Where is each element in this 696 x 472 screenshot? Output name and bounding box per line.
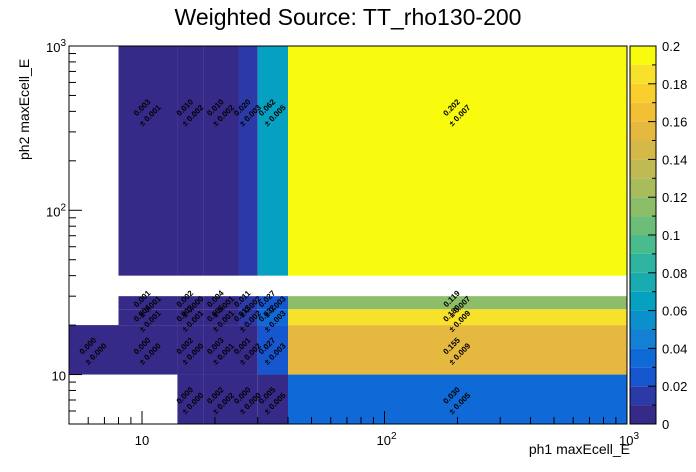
colorbar-segment [630, 329, 656, 349]
heatmap-cell [238, 296, 258, 310]
heatmap-cell [287, 309, 627, 326]
colorbar-segment [630, 83, 656, 103]
heatmap-cell [177, 325, 204, 375]
x-tick-label: 10 [135, 433, 149, 448]
colorbar-segment [630, 235, 656, 254]
colorbar-segment [630, 367, 656, 387]
heatmap-cell [238, 309, 258, 326]
colorbar-tick-label: 0.08 [662, 266, 687, 281]
heatmap-cell [177, 374, 204, 424]
colorbar-segment [630, 216, 656, 235]
heatmap-cell [203, 374, 239, 424]
colorbar-segment [630, 64, 656, 84]
colorbar-tick-label: 0.18 [662, 77, 687, 92]
heatmap-cell [287, 296, 627, 310]
heatmap-cell [203, 46, 239, 276]
heatmap-cell [203, 309, 239, 326]
heatmap-cell [238, 46, 258, 276]
colorbar-segment [630, 253, 656, 273]
heatmap-cell [177, 296, 204, 310]
colorbar-segment [630, 140, 656, 160]
heatmap-cell [287, 46, 627, 276]
heatmap-cell [118, 296, 178, 310]
colorbar-tick-label: 0.1 [662, 228, 680, 243]
heatmap-cell [287, 325, 627, 375]
colorbar-tick-label: 0.14 [662, 152, 687, 167]
heatmap-cell [257, 374, 288, 424]
y-tick-label: 103 [46, 38, 66, 55]
heatmap-cell [118, 309, 178, 326]
heatmap-cell [257, 46, 288, 276]
colorbar-segment [630, 405, 656, 424]
colorbar-segment [630, 310, 656, 330]
heatmap-cell [257, 309, 288, 326]
heatmap-cell [177, 309, 204, 326]
heatmap-cell [287, 374, 627, 424]
colorbar-tick-label: 0.02 [662, 379, 687, 394]
heatmap-cell [238, 325, 258, 375]
heatmap-cell [238, 374, 258, 424]
y-tick-label: 102 [46, 202, 66, 219]
x-axis-label: ph1 maxEcell_E [528, 441, 630, 457]
colorbar-segment [630, 178, 656, 198]
heatmap-cell [257, 325, 288, 375]
heatmap-cell [203, 296, 239, 310]
heatmap-cell [257, 296, 288, 310]
colorbar-tick-label: 0.2 [662, 39, 680, 54]
colorbar-tick-label: 0.16 [662, 115, 687, 130]
heatmap-cell [118, 46, 178, 276]
heatmap-cell [69, 325, 119, 375]
colorbar-segment [630, 291, 656, 311]
colorbar-segment [630, 46, 656, 65]
x-tick-label: 102 [376, 431, 396, 448]
colorbar-tick-label: 0 [662, 417, 669, 432]
colorbar-tick-label: 0.12 [662, 190, 687, 205]
colorbar-segment [630, 121, 656, 141]
plot-frame [68, 45, 628, 425]
colorbar-segment [630, 272, 656, 292]
x-tick-label: 103 [619, 431, 639, 448]
colorbar-segment [630, 159, 656, 179]
heatmap-cell [118, 325, 178, 375]
colorbar-segment [630, 348, 656, 368]
colorbar-tick-label: 0.04 [662, 341, 687, 356]
colorbar-segment [630, 197, 656, 217]
colorbar-tick-label: 0.06 [662, 304, 687, 319]
heatmap-cell [177, 46, 204, 276]
colorbar-segment [630, 102, 656, 122]
y-tick-label: 10 [52, 369, 66, 384]
colorbar-segment [630, 386, 656, 406]
heatmap-cell [203, 325, 239, 375]
chart-title: Weighted Source: TT_rho130-200 [174, 4, 522, 30]
